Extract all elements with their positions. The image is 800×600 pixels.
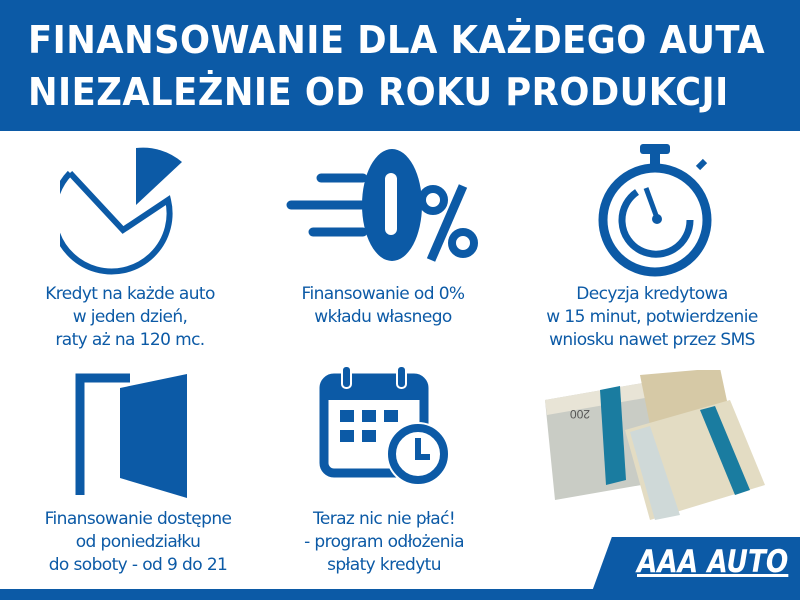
feature-caption-hours: Finansowanie dostępne od poniedziałku do… (44, 509, 232, 575)
headline-line-1: FINANSOWANIE DLA KAŻDEGO AUTA (28, 18, 766, 62)
feature-caption-zero-percent: Finansowanie od 0% wkładu własnego (301, 284, 466, 327)
banknote-stack-image: 200 (545, 370, 765, 520)
bottom-bar (0, 589, 800, 600)
zero-percent-icon (286, 149, 478, 262)
feature-caption-deferral: Teraz nic nie płać! - program odłożenia … (304, 509, 464, 575)
feature-caption-credit: Kredyt na każde auto w jeden dzień, raty… (45, 284, 215, 350)
pie-chart-icon (60, 147, 182, 275)
feature-caption-decision: Decyzja kredytowa w 15 minut, potwierdze… (546, 284, 758, 350)
header-banner: FINANSOWANIE DLA KAŻDEGO AUTA NIEZALEŻNI… (0, 0, 800, 131)
calendar-clock-icon (319, 365, 450, 486)
stopwatch-icon (598, 144, 712, 277)
banknote-value: 200 (570, 407, 590, 421)
headline-line-2: NIEZALEŻNIE OD ROKU PRODUKCJI (28, 70, 729, 114)
open-door-icon (75, 373, 187, 498)
aaa-auto-logo: AAA AUTO (637, 544, 789, 580)
